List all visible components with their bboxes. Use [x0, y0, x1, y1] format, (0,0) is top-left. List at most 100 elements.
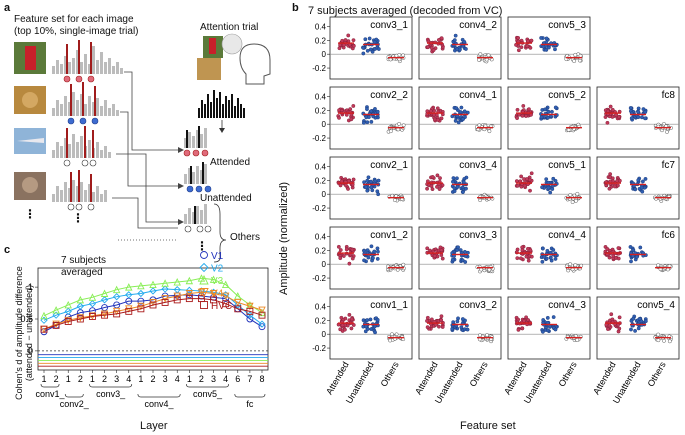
data-point [608, 172, 613, 177]
legend-label-V2: V2 [211, 264, 224, 275]
subplot-title: conv5_4 [637, 300, 675, 311]
data-point [340, 38, 345, 43]
data-point [522, 318, 526, 323]
subplot-title: conv2_1 [370, 160, 408, 171]
data-point [336, 244, 341, 249]
data-point [451, 176, 456, 181]
data-point [393, 198, 397, 203]
data-point [520, 248, 525, 253]
data-point [465, 327, 470, 332]
x-tick-label: 2 [102, 374, 107, 384]
data-point [526, 39, 530, 43]
y-tick-label: 0.2 [315, 246, 327, 255]
y-tick-label: 0.4 [315, 302, 327, 311]
data-point [375, 256, 380, 261]
series-marker-V1 [137, 297, 145, 305]
series-marker-V3 [209, 275, 218, 283]
subplot-title: fc6 [662, 230, 676, 241]
data-point [575, 338, 580, 342]
data-point [455, 319, 460, 324]
histogram-2 [52, 92, 119, 116]
subplot-conv3_4: conv3_4 [418, 156, 502, 220]
data-point [343, 183, 348, 188]
data-point [641, 107, 646, 112]
data-point [369, 327, 374, 331]
data-point [609, 312, 614, 317]
series-marker-V4 [246, 302, 254, 311]
y-tick-label: 0 [322, 120, 327, 129]
y-tick-label: 0.4 [315, 162, 327, 171]
x-category-label: Attended [591, 360, 618, 396]
data-point [617, 178, 622, 183]
subplot-conv4_4: conv4_4 [507, 226, 591, 290]
subplot-conv5_2: conv5_2 [507, 86, 591, 150]
data-point [372, 40, 377, 44]
x-tick-label: 1 [187, 374, 192, 384]
x-category-label: Others [557, 360, 579, 389]
data-point [365, 107, 369, 111]
data-point [545, 328, 550, 333]
data-point [631, 316, 636, 321]
series-marker-V3 [137, 281, 145, 290]
layer-group-brace [137, 393, 181, 398]
data-point [426, 45, 430, 50]
data-point [451, 320, 456, 325]
data-point [656, 263, 661, 268]
data-point [551, 176, 556, 181]
data-point [553, 327, 558, 332]
y-tick-label: 0 [322, 330, 327, 339]
data-point [439, 248, 444, 253]
data-point [551, 315, 556, 319]
data-point [516, 327, 521, 332]
panel-c-note-line1: 7 subjects [61, 255, 107, 266]
y-tick-label: -0.2 [312, 134, 326, 143]
subplot-conv2_2: conv2_2 0.4 0.2 0 -0.2 [312, 86, 413, 150]
series-marker-V4 [76, 314, 85, 322]
series-line-HVC [43, 298, 263, 330]
series-marker-V2 [88, 300, 97, 308]
subplot-title: fc7 [662, 160, 676, 171]
data-point [541, 44, 546, 49]
subplot-frame [329, 86, 413, 150]
panel-b-title: 7 subjects averaged (decoded from VC) [308, 5, 503, 17]
data-point [375, 189, 380, 194]
data-point [458, 248, 463, 253]
data-point [573, 52, 578, 57]
subplot-title: conv1_2 [370, 230, 408, 241]
series-line-V3 [43, 277, 263, 317]
subplot-title: conv5_1 [548, 160, 586, 171]
data-point [518, 256, 523, 261]
panel-a-diagram [14, 33, 271, 263]
data-point [347, 312, 352, 317]
series-marker-V4 [221, 292, 230, 301]
data-point [370, 49, 375, 54]
data-point [397, 122, 402, 126]
y-tick-label: 0.5 [20, 314, 33, 324]
data-point [486, 53, 491, 58]
data-point [349, 326, 354, 331]
subplot-conv2_1: conv2_1 0.4 0.2 0 -0.2 [312, 156, 413, 220]
histogram-1 [52, 46, 123, 74]
series-marker-V2 [137, 289, 145, 298]
data-point [346, 33, 351, 38]
data-point [464, 186, 468, 191]
data-point [455, 185, 460, 189]
data-point [340, 323, 345, 328]
data-point [350, 256, 355, 261]
series-marker-V4 [173, 292, 181, 301]
series-marker-HVC [258, 311, 266, 319]
data-point [451, 179, 455, 184]
panel-a-title-line1: Feature set for each image [14, 14, 134, 25]
x-tick-label: 3 [114, 374, 119, 384]
data-point [572, 59, 577, 63]
x-tick-label: 2 [54, 374, 59, 384]
series-marker-V3 [258, 308, 266, 317]
histogram-4 [52, 180, 107, 202]
data-point [616, 183, 620, 188]
data-point [338, 43, 343, 47]
data-point [487, 129, 492, 134]
data-point [628, 106, 633, 110]
y-tick-label: 0.4 [315, 22, 327, 31]
data-point [368, 317, 373, 322]
